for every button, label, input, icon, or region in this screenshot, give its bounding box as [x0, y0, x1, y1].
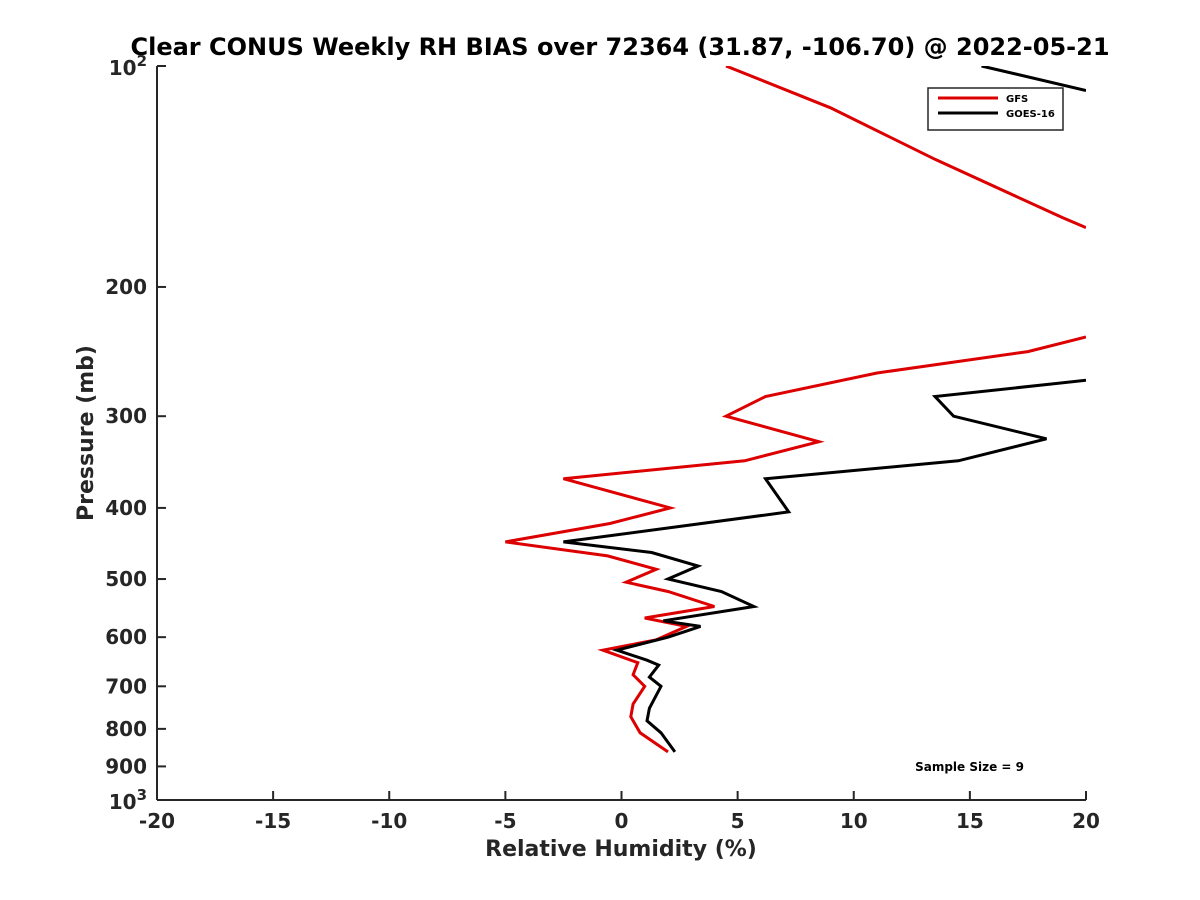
legend-label: GOES-16: [1006, 109, 1055, 120]
y-tick-label: 800: [105, 717, 147, 741]
y-tick-label: 102: [109, 52, 147, 80]
y-tick-label: 500: [105, 567, 147, 591]
y-tick-label: 200: [105, 275, 147, 299]
series-line-gfs-2: [725, 66, 1086, 229]
legend: GFS GOES-16: [927, 87, 1064, 131]
legend-label: GFS: [1006, 94, 1028, 105]
x-tick-label: -10: [371, 809, 407, 833]
series-line-gfs-0: [505, 335, 1086, 754]
x-tick-label: -15: [255, 809, 291, 833]
x-tick-label: -20: [139, 809, 175, 833]
x-tick-label: 0: [615, 809, 629, 833]
sample-size-annotation: Sample Size = 9: [915, 760, 1024, 774]
x-tick-label: 5: [731, 809, 745, 833]
axes: [156, 66, 1086, 801]
chart-title: Clear CONUS Weekly RH BIAS over 72364 (3…: [130, 33, 1109, 61]
x-tick-label: -5: [494, 809, 516, 833]
series-line-goes-16-3: [981, 66, 1086, 92]
x-tick-label: 10: [840, 809, 868, 833]
y-axis-label: Pressure (mb): [74, 345, 99, 521]
y-tick-label: 400: [105, 496, 147, 520]
legend-box: [927, 87, 1064, 131]
y-tick-label: 700: [105, 674, 147, 698]
x-axis-ticks: -20 -15 -10 -5 0 5 10 15 20: [139, 791, 1100, 833]
y-tick-label: 300: [105, 404, 147, 428]
series-lines: [505, 66, 1086, 754]
series-line-goes-16-1: [563, 378, 1086, 753]
x-tick-label: 20: [1072, 809, 1100, 833]
x-axis-label: Relative Humidity (%): [485, 837, 757, 862]
y-axis-ticks: 200 300 400 500 600 700 800 900 102 103: [105, 52, 166, 814]
x-tick-label: 15: [956, 809, 984, 833]
y-tick-label: 900: [105, 754, 147, 778]
y-tick-label: 103: [109, 786, 147, 814]
y-tick-label: 600: [105, 625, 147, 649]
